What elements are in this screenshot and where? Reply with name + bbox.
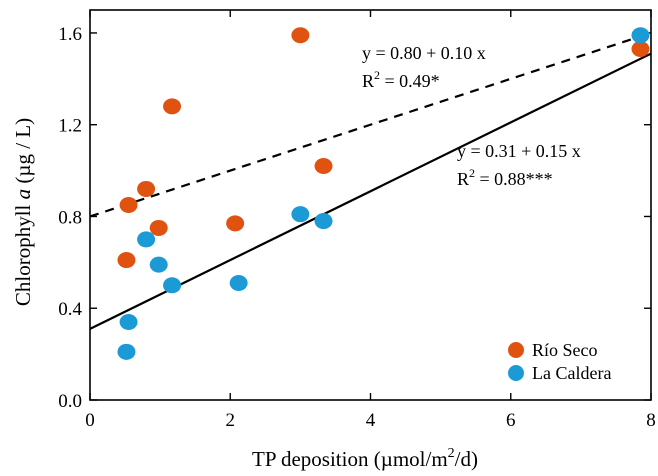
point-r-o-seco	[226, 215, 245, 232]
point-r-o-seco	[119, 197, 138, 213]
point-r-o-seco	[163, 98, 182, 115]
y-tick-label: 0.8	[58, 207, 82, 228]
solid-fit-r2: R2 = 0.88***	[457, 166, 553, 189]
point-la-caldera	[229, 275, 248, 291]
dashed-fit-r2: R2 = 0.49*	[362, 68, 440, 91]
point-r-o-seco	[631, 41, 650, 57]
legend-label-la-caldera: La Caldera	[532, 363, 611, 383]
y-axis-label: Chlorophyll a (µg / L)	[11, 118, 35, 306]
legend-label-rio-seco: Río Seco	[532, 340, 598, 360]
y-axis-ticks: 0.0 0.4 0.8 1.2 1.6	[58, 24, 651, 412]
solid-fit-annotation: y = 0.31 + 0.15 x R2 = 0.88***	[457, 141, 581, 189]
point-la-caldera	[119, 314, 138, 330]
data-points	[117, 27, 650, 360]
dashed-fit-annotation: y = 0.80 + 0.10 x R2 = 0.49*	[362, 43, 486, 91]
point-la-caldera	[291, 206, 310, 223]
x-axis-label: TP deposition (µmol/m2/d)	[252, 446, 478, 471]
solid-fit-equation: y = 0.31 + 0.15 x	[457, 141, 581, 161]
point-la-caldera	[314, 213, 333, 230]
point-la-caldera	[137, 231, 156, 248]
x-tick-label: 4	[366, 410, 376, 431]
legend-marker-rio-seco	[508, 342, 524, 358]
point-la-caldera	[117, 343, 136, 360]
y-tick-label: 1.2	[58, 116, 82, 137]
point-r-o-seco	[149, 219, 168, 236]
x-tick-label: 8	[646, 410, 656, 431]
x-axis-ticks: 0 2 4 6 8	[85, 10, 656, 431]
point-r-o-seco	[314, 158, 333, 174]
y-tick-label: 0.4	[58, 299, 82, 320]
dashed-regression-line	[89, 31, 652, 218]
point-r-o-seco	[291, 27, 310, 44]
x-tick-label: 6	[506, 410, 516, 431]
point-r-o-seco	[117, 252, 136, 269]
point-la-caldera	[163, 277, 182, 294]
legend-marker-la-caldera	[508, 365, 524, 381]
point-la-caldera	[631, 27, 650, 44]
x-tick-label: 0	[85, 410, 95, 431]
dashed-fit-equation: y = 0.80 + 0.10 x	[362, 43, 486, 63]
x-tick-label: 2	[226, 410, 236, 431]
y-tick-label: 0.0	[58, 391, 82, 412]
point-la-caldera	[149, 256, 168, 273]
regression-lines	[89, 31, 652, 330]
y-tick-label: 1.6	[58, 24, 82, 45]
solid-regression-line	[89, 52, 652, 330]
legend: Río Seco La Caldera	[508, 340, 611, 383]
point-r-o-seco	[137, 180, 156, 197]
